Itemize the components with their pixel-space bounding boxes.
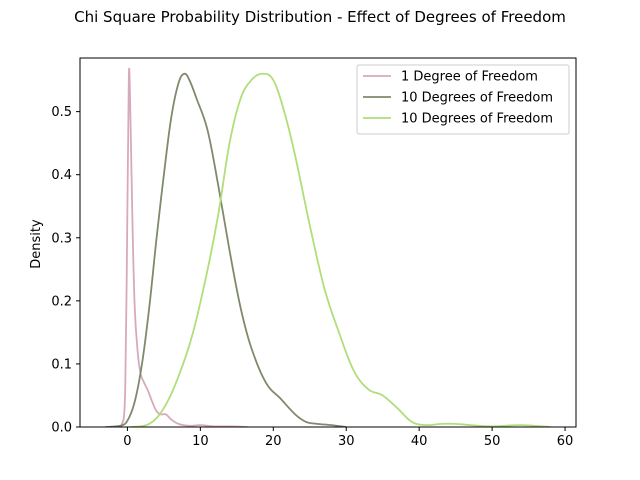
- x-tick-label: 60: [557, 434, 574, 449]
- legend-label-1: 1 Degree of Freedom: [401, 70, 538, 85]
- axes-frame: [79, 57, 577, 428]
- legend-label-2: 10 Degrees of Freedom: [401, 91, 553, 106]
- x-tick-label: 30: [338, 434, 355, 449]
- y-tick-label: 0.2: [51, 294, 72, 309]
- y-tick-label: 0.0: [51, 421, 72, 436]
- chart-title: Chi Square Probability Distribution - Ef…: [74, 8, 566, 26]
- x-tick-label: 10: [192, 434, 209, 449]
- y-tick-label: 0.4: [51, 168, 72, 183]
- x-tick-label: 20: [265, 434, 282, 449]
- y-tick-label: 0.3: [51, 231, 72, 246]
- plot-area: [105, 67, 551, 427]
- series-line-1: [116, 67, 248, 427]
- series-line-2: [105, 72, 347, 427]
- legend-box: [356, 64, 570, 135]
- y-tick-label: 0.1: [51, 357, 72, 372]
- y-tick-label: 0.5: [51, 105, 72, 120]
- legend-label-3: 10 Degrees of Freedom: [401, 112, 553, 127]
- x-tick-label: 0: [123, 434, 131, 449]
- x-tick-label: 40: [411, 434, 428, 449]
- y-axis-label: Density: [29, 219, 44, 269]
- legend: 1 Degree of Freedom 10 Degrees of Freedom…: [356, 64, 570, 135]
- x-tick-label: 50: [484, 434, 501, 449]
- tick-layer: 0 10 20 30 40 50 60 0.0 0.1 0.2 0.3 0.4 0.5: [51, 105, 573, 449]
- series-line-3: [130, 72, 551, 427]
